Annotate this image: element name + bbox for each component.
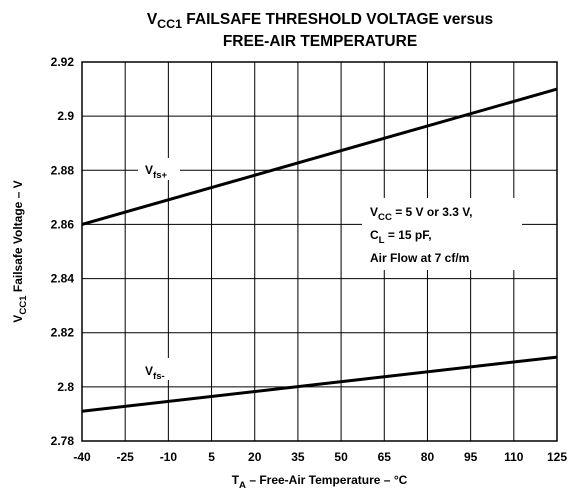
series-label: Vfs+ [145,163,168,181]
y-tick-label: 2.82 [51,326,75,340]
y-tick-label: 2.86 [51,217,75,231]
x-tick-label: 5 [208,450,215,464]
y-axis-label-sub: CC1 [18,295,29,315]
chart-title-part: V [147,11,158,28]
x-axis-label-part: T [232,473,240,487]
annotation-part: V [370,205,378,219]
x-axis-label-part: – Free-Air Temperature – °C [246,473,408,487]
series-label-part: V [145,163,153,177]
chart-title: VCC1 FAILSAFE THRESHOLD VOLTAGE versus [147,11,493,31]
x-tick-label: 80 [421,450,435,464]
annotation-part: = 15 pF, [385,228,432,242]
annotation-part: = 5 V or 3.3 V, [392,205,473,219]
annotation: CL = 15 pF, [370,228,432,246]
x-tick-label: 95 [464,450,478,464]
data-line [81,355,558,413]
label-bg [138,158,180,180]
annotation-part: C [370,228,379,242]
x-axis-label: TA – Free-Air Temperature – °C [232,473,408,491]
series-label-sub: fs- [153,371,165,382]
chart-title-sub: CC1 [157,17,182,31]
y-tick-label: 2.88 [51,163,75,177]
y-tick-label: 2.84 [51,272,75,286]
label-bg [138,358,176,380]
series-label-part: V [145,364,153,378]
x-tick-label: 20 [248,450,262,464]
y-tick-label: 2.92 [51,55,75,69]
chart-title: FREE-AIR TEMPERATURE [223,33,417,50]
x-tick-label: -40 [73,450,91,464]
x-tick-label: -10 [160,450,178,464]
y-tick-label: 2.78 [51,434,75,448]
data-line [81,87,558,226]
annotation-sub: L [379,235,385,246]
y-axis-label: VCC1 Failsafe Voltage – V [11,180,29,322]
x-tick-label: 110 [504,450,524,464]
annotation-sub: CC [378,212,392,223]
chart-title-part: FREE-AIR TEMPERATURE [223,33,417,50]
y-axis-label-part: Failsafe Voltage – V [11,180,25,295]
y-tick-label: 2.8 [57,380,74,394]
annotation-bg [362,198,522,270]
annotation-part: Air Flow at 7 cf/m [370,251,469,265]
series-label: Vfs- [145,364,165,382]
x-axis-label-sub: A [239,480,246,491]
series-label-sub: fs+ [153,170,168,181]
y-tick-label: 2.9 [57,109,74,123]
plot-frame [81,61,558,442]
x-tick-label: 125 [547,450,567,464]
x-tick-label: 35 [291,450,305,464]
x-tick-label: 50 [334,450,348,464]
x-tick-label: -25 [117,450,135,464]
annotation: Air Flow at 7 cf/m [370,251,469,265]
chart-title-part: FAILSAFE THRESHOLD VOLTAGE versus [182,11,493,28]
x-tick-label: 65 [378,450,392,464]
annotation: VCC = 5 V or 3.3 V, [370,205,472,223]
y-axis-label-part: V [11,315,25,323]
